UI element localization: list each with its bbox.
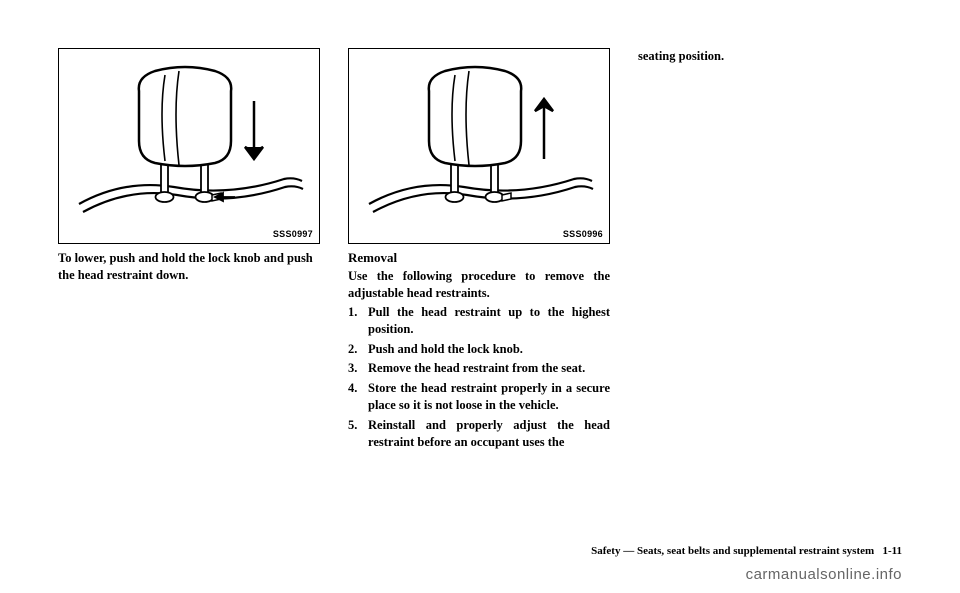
figure-lower-headrest: SSS0997 bbox=[58, 48, 320, 244]
step-item: Remove the head restraint from the seat. bbox=[348, 360, 610, 377]
headrest-remove-illustration bbox=[349, 49, 608, 242]
footer-section-title: Safety — Seats, seat belts and supplemen… bbox=[591, 545, 874, 557]
removal-intro: Use the following procedure to remove th… bbox=[348, 268, 610, 302]
continuation-text: seating position. bbox=[638, 48, 900, 65]
column-2: SSS0996 Removal Use the following proced… bbox=[348, 48, 610, 454]
column-3: seating position. bbox=[638, 48, 900, 454]
footer-page-number: 1-11 bbox=[882, 545, 902, 557]
caption-lower: To lower, push and hold the lock knob an… bbox=[58, 250, 320, 284]
figure-label: SSS0997 bbox=[273, 229, 313, 239]
step-item: Pull the head restraint up to the highes… bbox=[348, 304, 610, 338]
step-item: Reinstall and properly adjust the head r… bbox=[348, 417, 610, 451]
step-item: Store the head restraint properly in a s… bbox=[348, 380, 610, 414]
headrest-lower-illustration bbox=[59, 49, 318, 242]
heading-removal: Removal bbox=[348, 250, 610, 266]
column-1: SSS0997 To lower, push and hold the lock… bbox=[58, 48, 320, 454]
removal-steps: Pull the head restraint up to the highes… bbox=[348, 304, 610, 451]
watermark: carmanualsonline.info bbox=[746, 566, 902, 583]
step-item: Push and hold the lock knob. bbox=[348, 341, 610, 358]
page-footer: Safety — Seats, seat belts and supplemen… bbox=[591, 545, 902, 557]
figure-label: SSS0996 bbox=[563, 229, 603, 239]
figure-remove-headrest: SSS0996 bbox=[348, 48, 610, 244]
